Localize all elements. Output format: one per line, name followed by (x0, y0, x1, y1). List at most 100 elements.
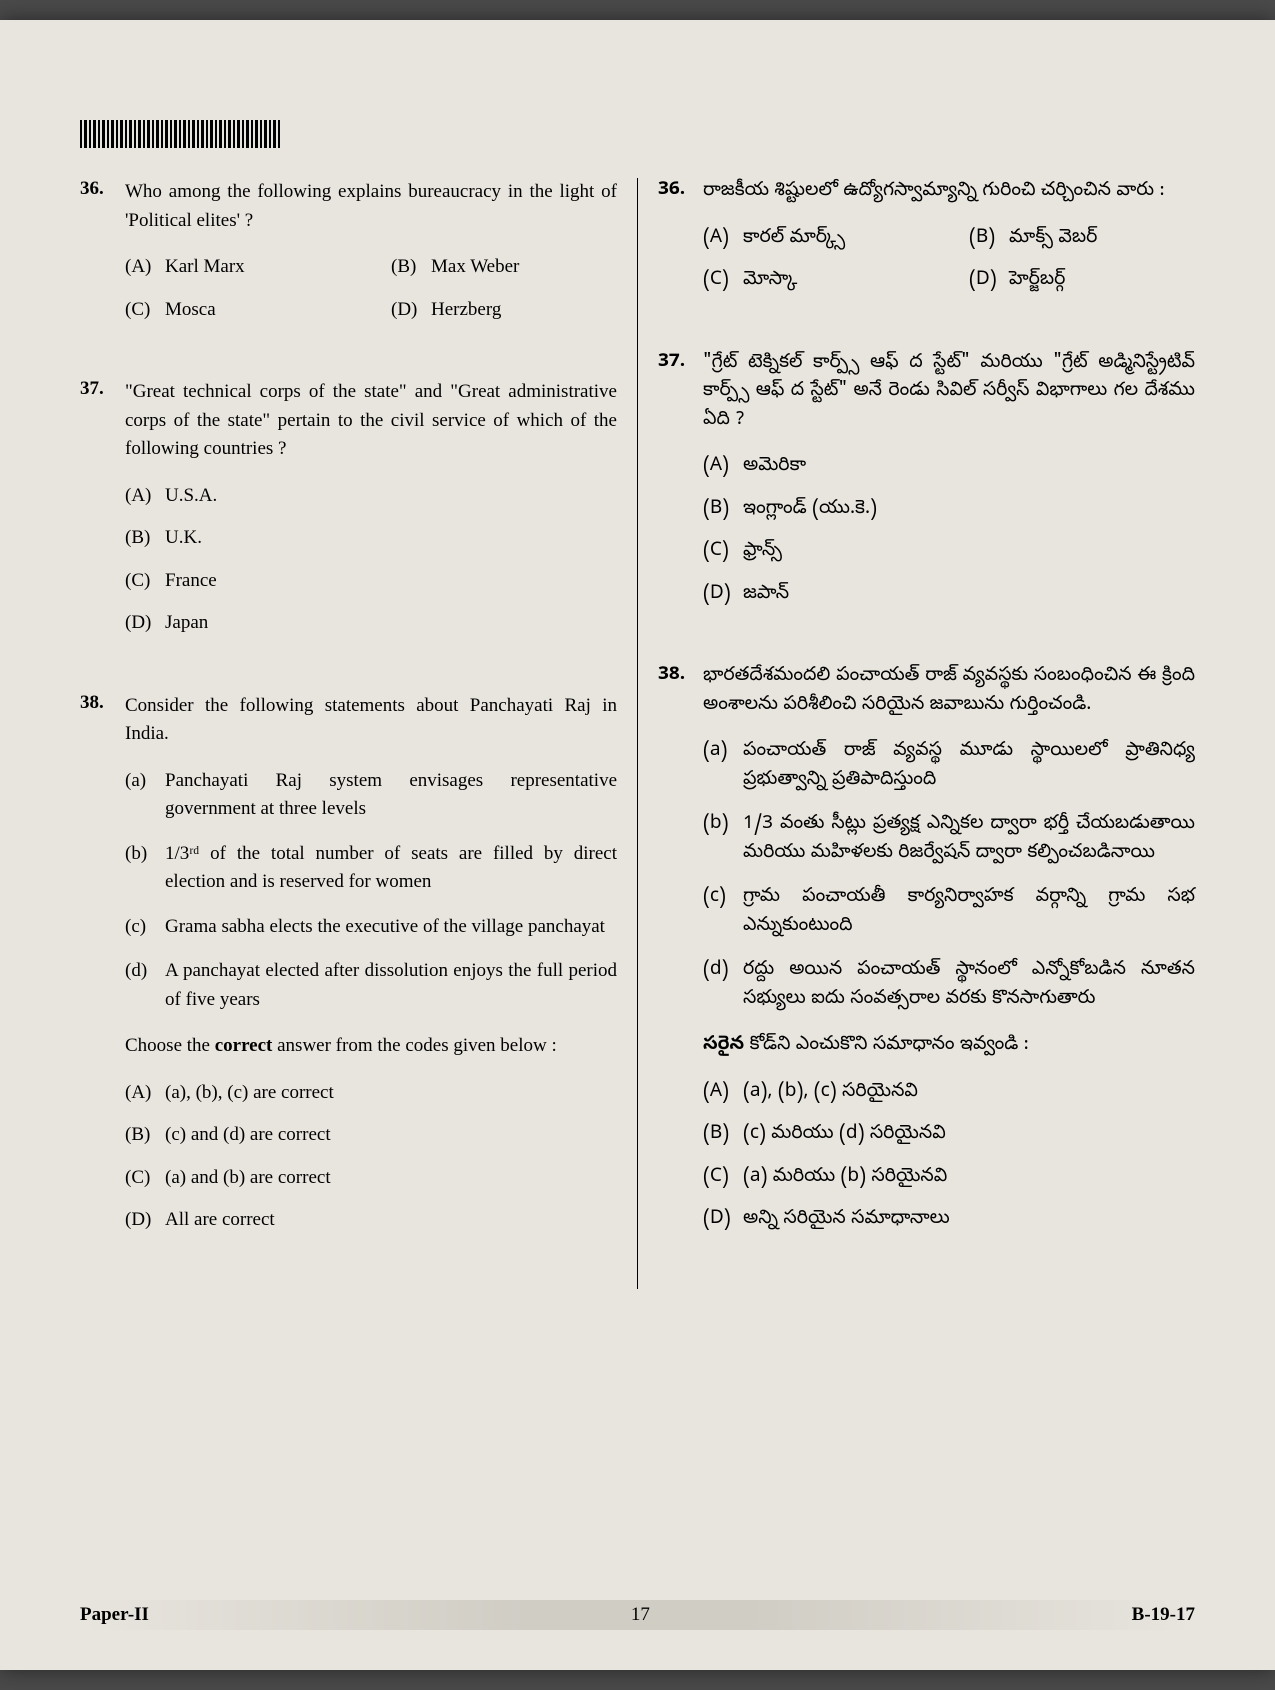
option-label: (A) (703, 453, 731, 482)
option-text: ఇంగ్లాండ్ (యు.కె.) (743, 496, 877, 525)
question-text: రాజకీయ శిష్టులలో ఉద్యోగస్వామ్యాన్ని గురి… (703, 178, 1195, 207)
option-c: (C) ఫ్రాన్స్ (703, 538, 1195, 567)
question-number: 37. (80, 378, 110, 652)
statement-c: (c) Grama sabha elects the executive of … (125, 913, 617, 942)
option-label: (B) (969, 225, 997, 254)
statements-list: (a) Panchayati Raj system envisages repr… (125, 767, 617, 1015)
option-b: (B) మాక్స్ వెబర్ (969, 225, 1195, 254)
option-c: (C) (a) మరియు (b) సరియైనవి (703, 1164, 1195, 1193)
statement-a: (a) Panchayati Raj system envisages repr… (125, 767, 617, 824)
statement-a: (a) పంచాయత్ రాజ్ వ్యవస్థ మూడు స్థాయిలలో … (703, 738, 1195, 795)
options-row: (A) కారల్ మార్క్స్ (B) మాక్స్ వెబర్ (703, 225, 1195, 254)
statement-label: (c) (125, 913, 153, 942)
statement-b: (b) 1/3ʳᵈ of the total number of seats a… (125, 840, 617, 897)
answer-instruction: సరైన కోడ్‌ని ఎంచుకొని సమాధానం ఇవ్వండి : (703, 1032, 1195, 1061)
option-d: (D) జపాన్ (703, 581, 1195, 610)
question-body: Consider the following statements about … (125, 692, 617, 1249)
question-number: 38. (80, 692, 110, 1249)
statement-label: (d) (125, 957, 153, 1014)
question-text: భారతదేశమందలి పంచాయత్ రాజ్ వ్యవస్థకు సంబం… (703, 663, 1195, 720)
question-number: 38. (658, 663, 688, 1249)
option-text: (a), (b), (c) సరియైనవి (743, 1079, 918, 1108)
option-label: (A) (703, 1079, 731, 1108)
option-text: అన్ని సరియైన సమాధానాలు (743, 1206, 950, 1235)
option-c: (C) (a) and (b) are correct (125, 1164, 617, 1193)
instruction-pre: Choose the (125, 1035, 215, 1056)
statement-text: 1/3 వంతు సీట్లు ప్రత్యక్ష ఎన్నికల ద్వారా… (743, 811, 1195, 868)
option-text: (c) మరియు (d) సరియైనవి (743, 1121, 946, 1150)
option-text: కారల్ మార్క్స్ (743, 225, 845, 254)
question-37-en: 37. "Great technical corps of the state"… (80, 378, 617, 652)
option-text: (a) మరియు (b) సరియైనవి (743, 1164, 947, 1193)
option-b: (B) ఇంగ్లాండ్ (యు.కె.) (703, 496, 1195, 525)
statement-text: 1/3ʳᵈ of the total number of seats are f… (165, 840, 617, 897)
option-text: Max Weber (431, 253, 519, 282)
option-c: (C) France (125, 567, 617, 596)
statement-d: (d) A panchayat elected after dissolutio… (125, 957, 617, 1014)
option-a: (A) (a), (b), (c) సరియైనవి (703, 1079, 1195, 1108)
footer-paper-label: Paper-II (80, 1604, 149, 1626)
option-c: (C) మోస్కా (703, 267, 929, 296)
barcode (80, 120, 280, 148)
option-label: (C) (125, 1164, 153, 1193)
statement-text: Panchayati Raj system envisages represen… (165, 767, 617, 824)
option-c: (C) Mosca (125, 296, 351, 325)
option-label: (A) (125, 253, 153, 282)
option-b: (B) (c) and (d) are correct (125, 1121, 617, 1150)
option-label: (B) (391, 253, 419, 282)
statement-text: A panchayat elected after dissolution en… (165, 957, 617, 1014)
option-label: (D) (125, 609, 153, 638)
option-text: Karl Marx (165, 253, 245, 282)
statement-text: పంచాయత్ రాజ్ వ్యవస్థ మూడు స్థాయిలలో ప్రా… (743, 738, 1195, 795)
option-text: Herzberg (431, 296, 501, 325)
option-label: (B) (703, 496, 731, 525)
telugu-column: 36. రాజకీయ శిష్టులలో ఉద్యోగస్వామ్యాన్ని … (638, 178, 1195, 1289)
english-column: 36. Who among the following explains bur… (80, 178, 638, 1289)
question-number: 36. (658, 178, 688, 310)
question-text: Who among the following explains bureauc… (125, 178, 617, 235)
question-body: భారతదేశమందలి పంచాయత్ రాజ్ వ్యవస్థకు సంబం… (703, 663, 1195, 1249)
option-b: (B) Max Weber (391, 253, 617, 282)
option-text: అమెరికా (743, 453, 806, 482)
statement-label: (a) (125, 767, 153, 824)
option-text: Mosca (165, 296, 216, 325)
question-body: Who among the following explains bureauc… (125, 178, 617, 338)
option-label: (A) (703, 225, 731, 254)
options-row: (C) Mosca (D) Herzberg (125, 296, 617, 325)
option-label: (B) (125, 1121, 153, 1150)
option-d: (D) All are correct (125, 1206, 617, 1235)
instruction-post: కోడ్‌ని ఎంచుకొని సమాధానం ఇవ్వండి : (744, 1033, 1029, 1059)
question-36-te: 36. రాజకీయ శిష్టులలో ఉద్యోగస్వామ్యాన్ని … (658, 178, 1195, 310)
statement-c: (c) గ్రామ పంచాయతీ కార్యనిర్వాహక వర్గాన్న… (703, 884, 1195, 941)
option-label: (C) (703, 1164, 731, 1193)
option-text: All are correct (165, 1206, 275, 1235)
statement-label: (a) (703, 738, 731, 795)
option-label: (D) (125, 1206, 153, 1235)
statement-label: (b) (703, 811, 731, 868)
two-column-content: 36. Who among the following explains bur… (80, 178, 1195, 1289)
instruction-post: answer from the codes given below : (272, 1035, 556, 1056)
option-text: (a) and (b) are correct (165, 1164, 331, 1193)
statements-list: (a) పంచాయత్ రాజ్ వ్యవస్థ మూడు స్థాయిలలో … (703, 738, 1195, 1014)
question-body: "Great technical corps of the state" and… (125, 378, 617, 652)
statement-label: (d) (703, 957, 731, 1014)
question-text: "Great technical corps of the state" and… (125, 378, 617, 464)
instruction-bold: correct (215, 1035, 273, 1056)
option-label: (C) (703, 267, 731, 296)
footer-code: B-19-17 (1132, 1604, 1195, 1626)
question-text: "గ్రేట్ టెక్నికల్ కార్ప్స్ ఆఫ్ ద స్టేట్"… (703, 350, 1195, 436)
option-label: (C) (125, 296, 153, 325)
option-a: (A) Karl Marx (125, 253, 351, 282)
option-label: (C) (703, 538, 731, 567)
statement-text: గ్రామ పంచాయతీ కార్యనిర్వాహక వర్గాన్ని గ్… (743, 884, 1195, 941)
option-label: (C) (125, 567, 153, 596)
option-d: (D) హెర్జ్‌బర్గ్ (969, 267, 1195, 296)
footer-page-number: 17 (631, 1604, 650, 1626)
option-label: (A) (125, 482, 153, 511)
option-label: (D) (703, 1206, 731, 1235)
option-text: హెర్జ్‌బర్గ్ (1009, 267, 1065, 296)
option-a: (A) కారల్ మార్క్స్ (703, 225, 929, 254)
option-label: (A) (125, 1079, 153, 1108)
option-a: (A) (a), (b), (c) are correct (125, 1079, 617, 1108)
option-text: Japan (165, 609, 208, 638)
